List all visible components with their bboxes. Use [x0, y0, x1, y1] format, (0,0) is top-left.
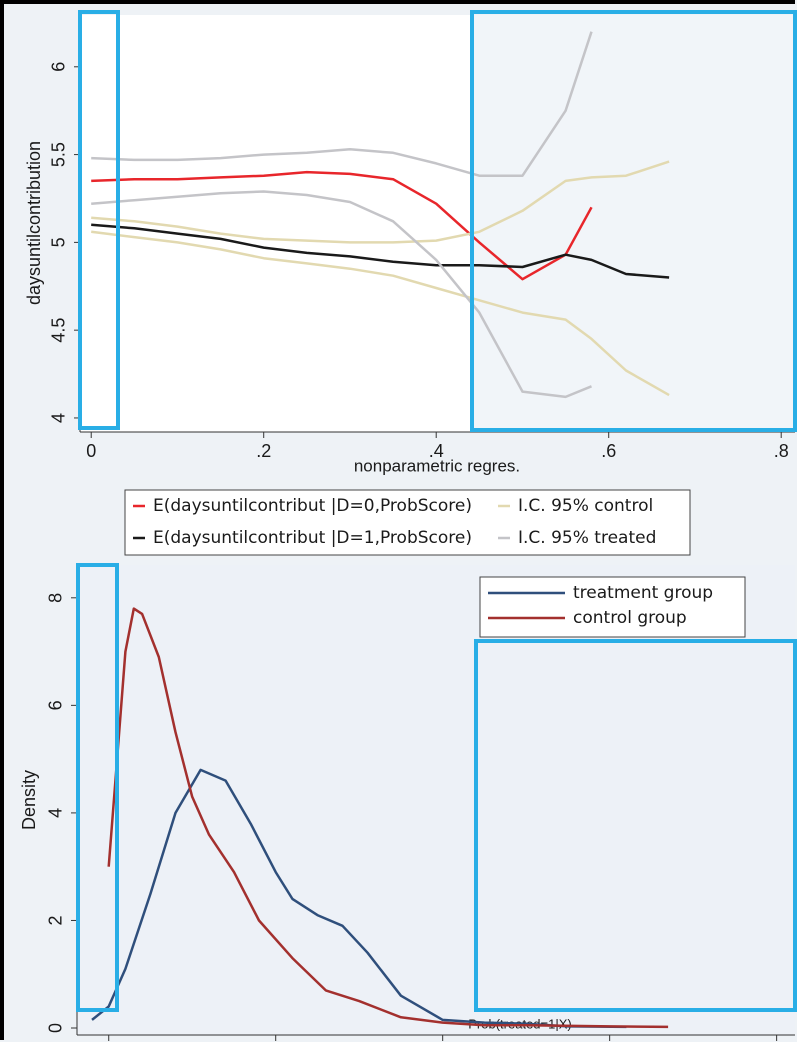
series-line: [91, 190, 592, 399]
highlight-box: [76, 563, 119, 1012]
legend-label: E(daysuntilcontribut |D=1,ProbScore): [153, 528, 472, 548]
x-tick-label: .6: [601, 441, 616, 461]
legend-label: I.C. 95% control: [518, 496, 653, 516]
y-tick-label: 5.5: [49, 142, 69, 167]
series-line: [91, 160, 670, 244]
y-axis-label: daysuntilcontribution: [24, 141, 44, 305]
x-tick-label: 0: [86, 441, 96, 461]
y-tick-label: 4: [46, 808, 66, 818]
series-line: [91, 31, 593, 177]
y-tick-label: 5: [49, 237, 69, 247]
legend-label: control group: [573, 608, 687, 628]
highlight-box: [78, 10, 120, 430]
y-tick-label: 8: [46, 593, 66, 603]
series-line: [91, 768, 627, 1029]
highlight-box: [470, 10, 797, 432]
x-tick-label: .2: [256, 441, 271, 461]
legend-box: [124, 489, 691, 556]
series-line: [91, 170, 593, 281]
series-line: [91, 223, 670, 279]
plots: 0 .2 .4 .6 .8 4 4.5 5 5.5 6 nonparametric regres. d…: [19, 15, 795, 1041]
legend-label: I.C. 95% treated: [518, 528, 656, 548]
x-axis-label: nonparametric regres.: [354, 456, 520, 475]
plot-area: [77, 565, 795, 1035]
y-tick-label: 4: [49, 413, 69, 423]
y-tick-label: 6: [46, 700, 66, 710]
legend-label: treatment group: [573, 583, 713, 603]
x-tick-label: .4: [429, 441, 444, 461]
legend-label: E(daysuntilcontribut |D=0,ProbScore): [153, 496, 472, 516]
y-tick-label: 4.5: [49, 318, 69, 343]
series-line: [91, 230, 670, 397]
legend-box: [479, 576, 746, 638]
highlight-box: [474, 639, 797, 1012]
y-tick-label: 2: [46, 915, 66, 925]
x-tick-label: .8: [774, 441, 789, 461]
y-tick-label: 0: [46, 1023, 66, 1033]
y-axis-label: Density: [19, 770, 39, 830]
y-tick-label: 6: [49, 62, 69, 72]
series-line: [107, 607, 669, 1029]
highlight-fill: [472, 15, 795, 432]
